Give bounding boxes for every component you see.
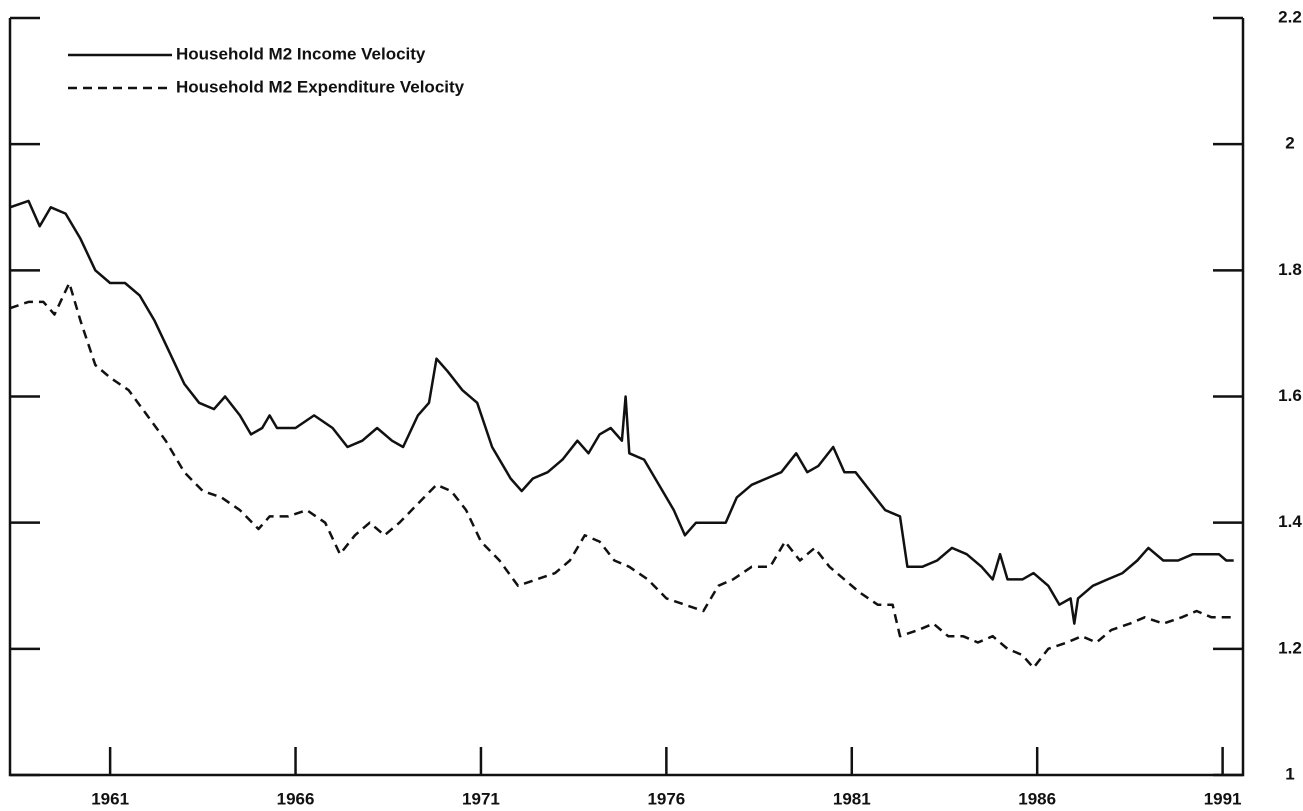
- series-line: [9, 199, 1234, 625]
- x-tick-label: 1981: [833, 789, 871, 808]
- legend-label: Household M2 Expenditure Velocity: [176, 77, 465, 96]
- y-tick-label: 1.8: [1278, 260, 1302, 279]
- y-tick-label: 1: [1285, 764, 1294, 783]
- y-tick-label: 2.2: [1278, 7, 1302, 26]
- y-tick-label: 1.2: [1278, 638, 1302, 657]
- y-tick-label: 1.4: [1278, 512, 1302, 531]
- y-tick-label: 2: [1285, 134, 1294, 153]
- x-tick-label: 1971: [462, 789, 500, 808]
- legend-label: Household M2 Income Velocity: [176, 44, 426, 63]
- x-tick-label: 1991: [1204, 789, 1242, 808]
- series-line: [9, 281, 1234, 670]
- x-tick-label: 1961: [91, 789, 129, 808]
- x-tick-label: 1986: [1018, 789, 1056, 808]
- x-tick-label: 1976: [647, 789, 685, 808]
- y-tick-label: 1.6: [1278, 386, 1302, 405]
- x-tick-label: 1966: [277, 789, 315, 808]
